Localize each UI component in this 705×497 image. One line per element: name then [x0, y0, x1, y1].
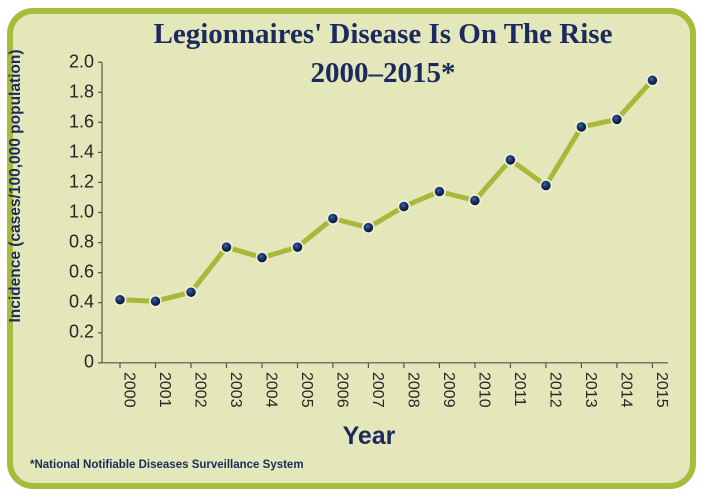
svg-text:1.4: 1.4 [69, 142, 94, 162]
svg-text:2004: 2004 [263, 372, 280, 408]
svg-text:1.2: 1.2 [69, 172, 94, 192]
svg-text:1.6: 1.6 [69, 112, 94, 132]
svg-text:2012: 2012 [546, 372, 563, 408]
svg-text:2005: 2005 [298, 372, 315, 408]
svg-text:2011: 2011 [511, 372, 528, 407]
svg-text:2001: 2001 [156, 372, 173, 408]
svg-text:0.2: 0.2 [69, 322, 94, 342]
svg-text:2013: 2013 [582, 372, 599, 408]
svg-text:2007: 2007 [369, 372, 386, 408]
svg-text:2003: 2003 [227, 372, 244, 408]
svg-text:0: 0 [84, 352, 94, 372]
svg-text:2006: 2006 [333, 372, 350, 408]
svg-text:1.0: 1.0 [69, 202, 94, 222]
svg-text:2002: 2002 [192, 372, 209, 408]
svg-text:2015: 2015 [653, 372, 670, 408]
svg-text:2008: 2008 [404, 372, 421, 408]
svg-text:0.6: 0.6 [69, 262, 94, 282]
svg-text:1.8: 1.8 [69, 82, 94, 102]
svg-text:2010: 2010 [475, 372, 492, 408]
svg-text:0.4: 0.4 [69, 292, 94, 312]
svg-text:2.0: 2.0 [69, 52, 94, 72]
svg-text:2000: 2000 [121, 372, 138, 408]
svg-text:2014: 2014 [617, 372, 634, 408]
svg-text:2009: 2009 [440, 372, 457, 408]
svg-text:0.8: 0.8 [69, 232, 94, 252]
